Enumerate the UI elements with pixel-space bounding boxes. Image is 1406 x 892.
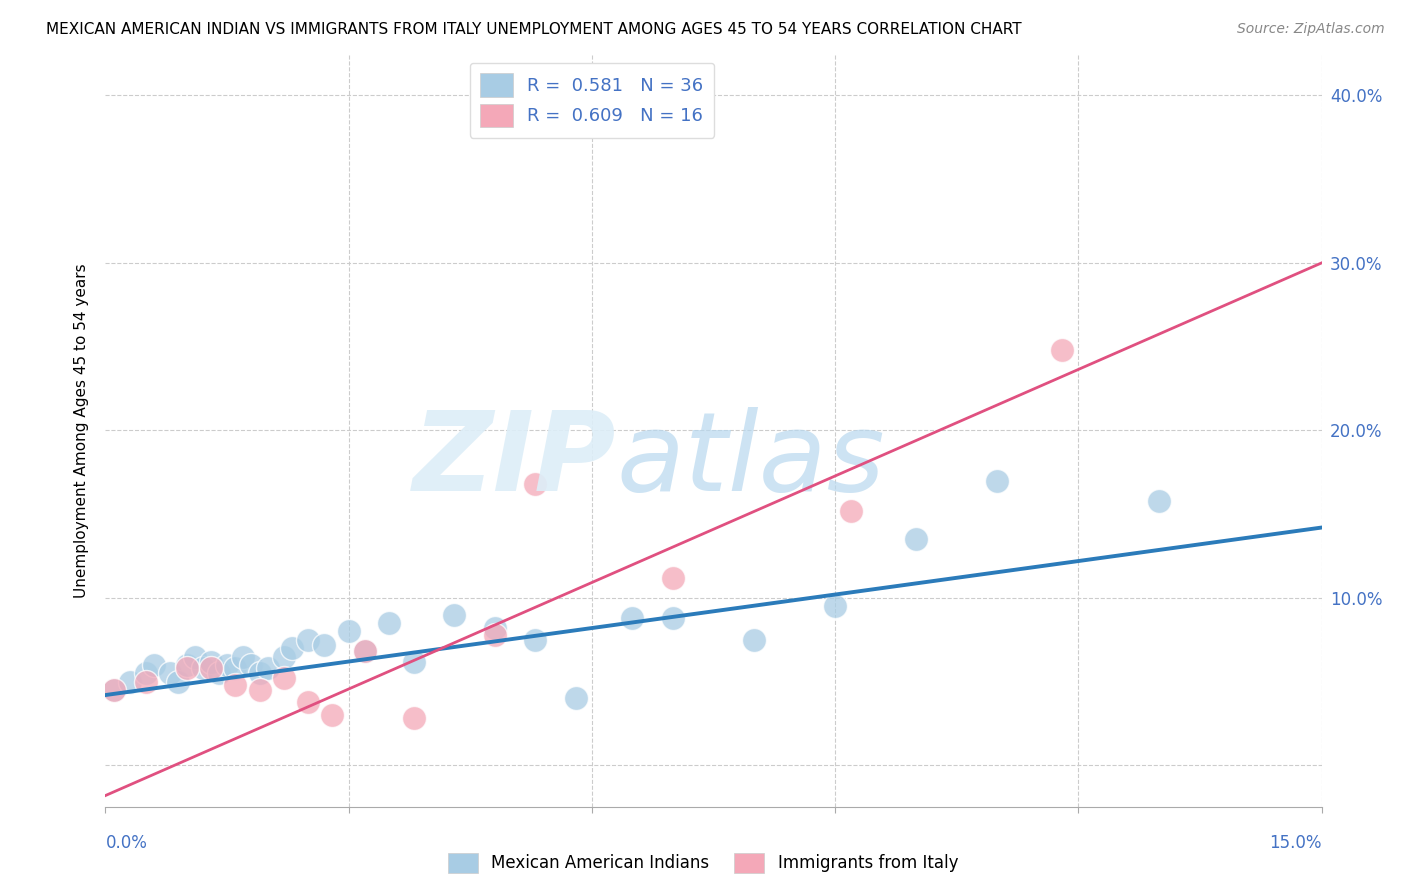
Point — [524, 477, 547, 491]
Point — [986, 474, 1008, 488]
Point — [524, 632, 547, 647]
Y-axis label: Unemployment Among Ages 45 to 54 years: Unemployment Among Ages 45 to 54 years — [75, 263, 90, 598]
Point — [103, 683, 125, 698]
Point — [742, 632, 765, 647]
Legend: R =  0.581   N = 36, R =  0.609   N = 16: R = 0.581 N = 36, R = 0.609 N = 16 — [470, 62, 714, 138]
Point — [103, 683, 125, 698]
Point — [1050, 343, 1073, 357]
Point — [484, 628, 506, 642]
Point — [143, 657, 166, 672]
Point — [443, 607, 465, 622]
Point — [354, 644, 377, 658]
Point — [240, 657, 263, 672]
Point — [135, 666, 157, 681]
Point — [191, 661, 214, 675]
Point — [273, 671, 295, 685]
Text: 0.0%: 0.0% — [105, 834, 148, 852]
Point — [249, 666, 271, 681]
Text: MEXICAN AMERICAN INDIAN VS IMMIGRANTS FROM ITALY UNEMPLOYMENT AMONG AGES 45 TO 5: MEXICAN AMERICAN INDIAN VS IMMIGRANTS FR… — [46, 22, 1022, 37]
Legend: Mexican American Indians, Immigrants from Italy: Mexican American Indians, Immigrants fro… — [441, 847, 965, 880]
Text: 15.0%: 15.0% — [1270, 834, 1322, 852]
Point — [232, 649, 254, 664]
Point — [183, 649, 205, 664]
Point — [176, 661, 198, 675]
Point — [118, 674, 141, 689]
Point — [337, 624, 360, 639]
Point — [314, 638, 336, 652]
Point — [354, 644, 377, 658]
Point — [905, 533, 928, 547]
Point — [273, 649, 295, 664]
Point — [249, 683, 271, 698]
Point — [1149, 493, 1171, 508]
Point — [402, 655, 425, 669]
Point — [200, 655, 222, 669]
Point — [217, 657, 239, 672]
Point — [378, 615, 401, 630]
Point — [484, 621, 506, 635]
Point — [256, 661, 278, 675]
Point — [159, 666, 181, 681]
Point — [662, 611, 685, 625]
Text: Source: ZipAtlas.com: Source: ZipAtlas.com — [1237, 22, 1385, 37]
Point — [564, 691, 586, 706]
Point — [208, 666, 231, 681]
Point — [224, 678, 246, 692]
Point — [621, 611, 644, 625]
Point — [224, 661, 246, 675]
Point — [176, 657, 198, 672]
Point — [297, 695, 319, 709]
Text: atlas: atlas — [616, 407, 884, 514]
Point — [281, 641, 304, 656]
Point — [297, 632, 319, 647]
Point — [321, 708, 343, 723]
Point — [167, 674, 190, 689]
Point — [824, 599, 846, 614]
Point — [402, 711, 425, 725]
Point — [135, 674, 157, 689]
Point — [200, 661, 222, 675]
Point — [662, 571, 685, 585]
Text: ZIP: ZIP — [413, 407, 616, 514]
Point — [841, 504, 863, 518]
